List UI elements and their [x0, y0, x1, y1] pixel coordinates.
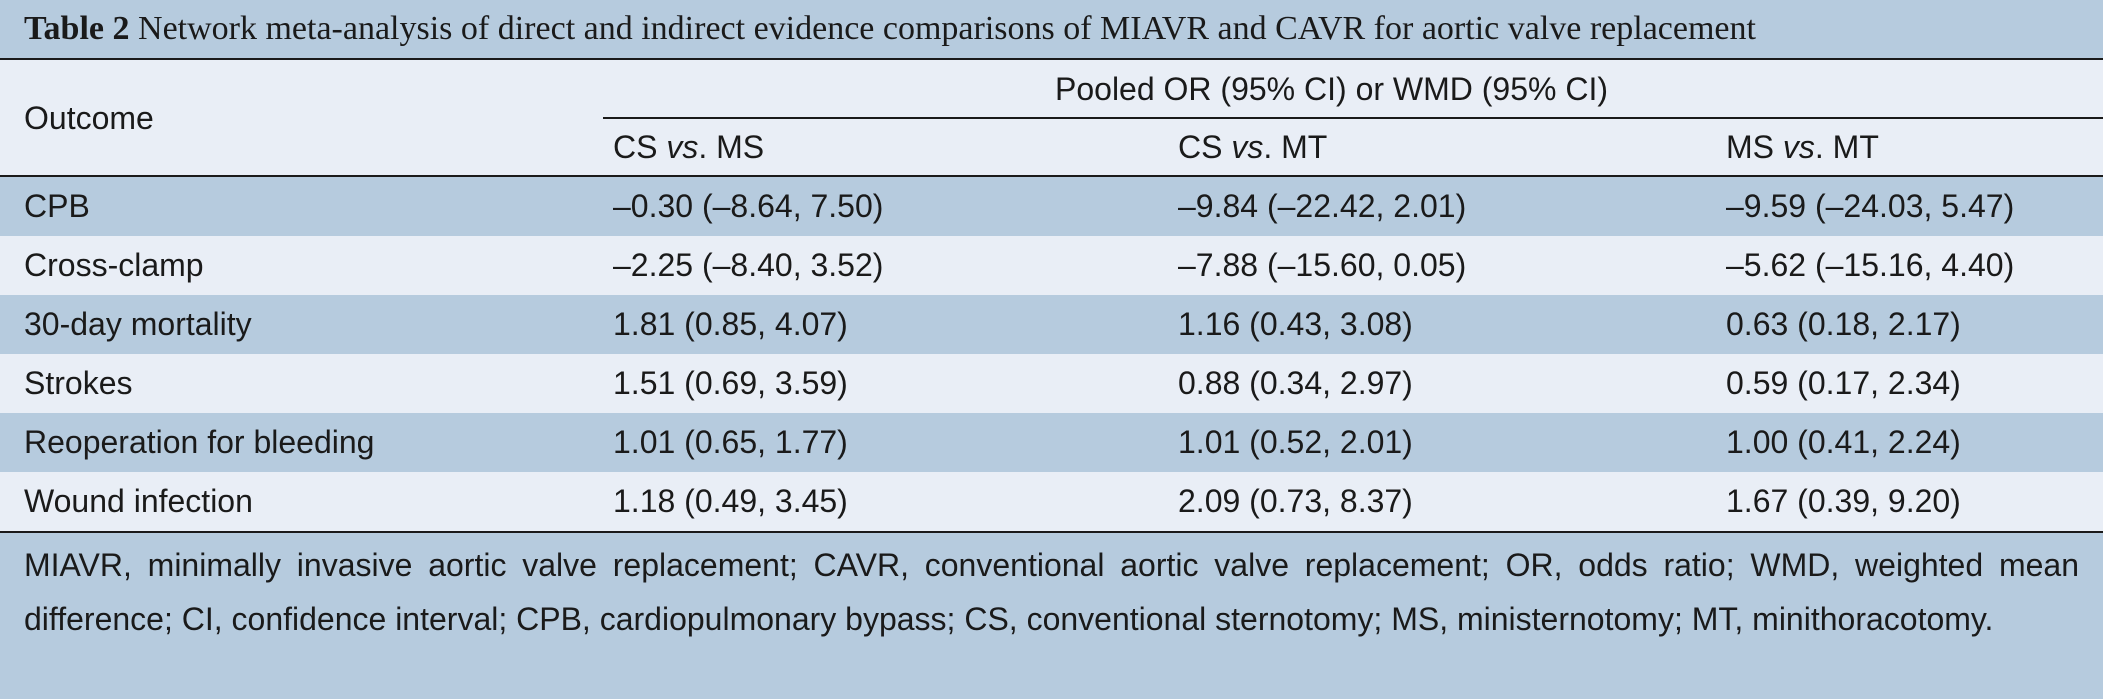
cell-outcome: CPB: [24, 188, 90, 224]
table-title: Network meta-analysis of direct and indi…: [138, 10, 1756, 47]
cell-cs-mt: –9.84 (–22.42, 2.01): [1178, 188, 1467, 224]
header-cs-vs-mt: CS vs. MT: [1178, 118, 1327, 176]
table-footnote: MIAVR, minimally invasive aortic valve r…: [0, 534, 2103, 699]
cell-cs-ms: –0.30 (–8.64, 7.50): [613, 188, 884, 224]
cell-cs-ms: 1.18 (0.49, 3.45): [613, 483, 848, 519]
header-col-text: . MS: [698, 129, 765, 165]
header-col-vs: vs: [666, 129, 699, 165]
cell-ms-mt: –9.59 (–24.03, 5.47): [1726, 188, 2015, 224]
header-col-vs: vs: [1231, 129, 1264, 165]
cell-outcome: Reoperation for bleeding: [24, 424, 375, 460]
cell-cs-ms: 1.01 (0.65, 1.77): [613, 424, 848, 460]
header-pooled: Pooled OR (95% CI) or WMD (95% CI): [1055, 71, 1609, 107]
table-row: 30-day mortality 1.81 (0.85, 4.07) 1.16 …: [0, 295, 2103, 354]
cell-outcome: Strokes: [24, 365, 133, 401]
header-col-text: MS: [1726, 129, 1783, 165]
header-subrule: [603, 117, 2103, 119]
table-row: Wound infection 1.18 (0.49, 3.45) 2.09 (…: [0, 472, 2103, 531]
header-col-text: . MT: [1263, 129, 1328, 165]
table-row: CPB –0.30 (–8.64, 7.50) –9.84 (–22.42, 2…: [0, 177, 2103, 236]
cell-cs-mt: 2.09 (0.73, 8.37): [1178, 483, 1413, 519]
cell-ms-mt: 1.67 (0.39, 9.20): [1726, 483, 1961, 519]
cell-cs-ms: –2.25 (–8.40, 3.52): [613, 247, 884, 283]
header-col-text: . MT: [1814, 129, 1879, 165]
cell-ms-mt: 1.00 (0.41, 2.24): [1726, 424, 1961, 460]
table-label: Table 2: [24, 10, 130, 47]
cell-ms-mt: 0.59 (0.17, 2.34): [1726, 365, 1961, 401]
cell-cs-mt: 1.01 (0.52, 2.01): [1178, 424, 1413, 460]
cell-cs-mt: 0.88 (0.34, 2.97): [1178, 365, 1413, 401]
cell-cs-ms: 1.51 (0.69, 3.59): [613, 365, 848, 401]
table-row: Cross-clamp –2.25 (–8.40, 3.52) –7.88 (–…: [0, 236, 2103, 295]
cell-ms-mt: –5.62 (–15.16, 4.40): [1726, 247, 2015, 283]
header-ms-vs-mt: MS vs. MT: [1726, 118, 1879, 176]
cell-cs-mt: 1.16 (0.43, 3.08): [1178, 306, 1413, 342]
bottom-rule: [0, 531, 2103, 533]
table-row: Reoperation for bleeding 1.01 (0.65, 1.7…: [0, 413, 2103, 472]
cell-outcome: 30-day mortality: [24, 306, 252, 342]
table-caption: Table 2 Network meta-analysis of direct …: [0, 0, 2103, 58]
header-cs-vs-ms: CS vs. MS: [613, 118, 764, 176]
header-outcome: Outcome: [24, 100, 154, 136]
cell-outcome: Cross-clamp: [24, 247, 204, 283]
cell-cs-mt: –7.88 (–15.60, 0.05): [1178, 247, 1467, 283]
table-row: Strokes 1.51 (0.69, 3.59) 0.88 (0.34, 2.…: [0, 354, 2103, 413]
cell-ms-mt: 0.63 (0.18, 2.17): [1726, 306, 1961, 342]
cell-cs-ms: 1.81 (0.85, 4.07): [613, 306, 848, 342]
header-col-text: CS: [1178, 129, 1232, 165]
header-bottom-rule: [0, 175, 2103, 177]
cell-outcome: Wound infection: [24, 483, 253, 519]
header-col-vs: vs: [1782, 129, 1815, 165]
header-col-text: CS: [613, 129, 667, 165]
top-rule: [0, 58, 2103, 60]
